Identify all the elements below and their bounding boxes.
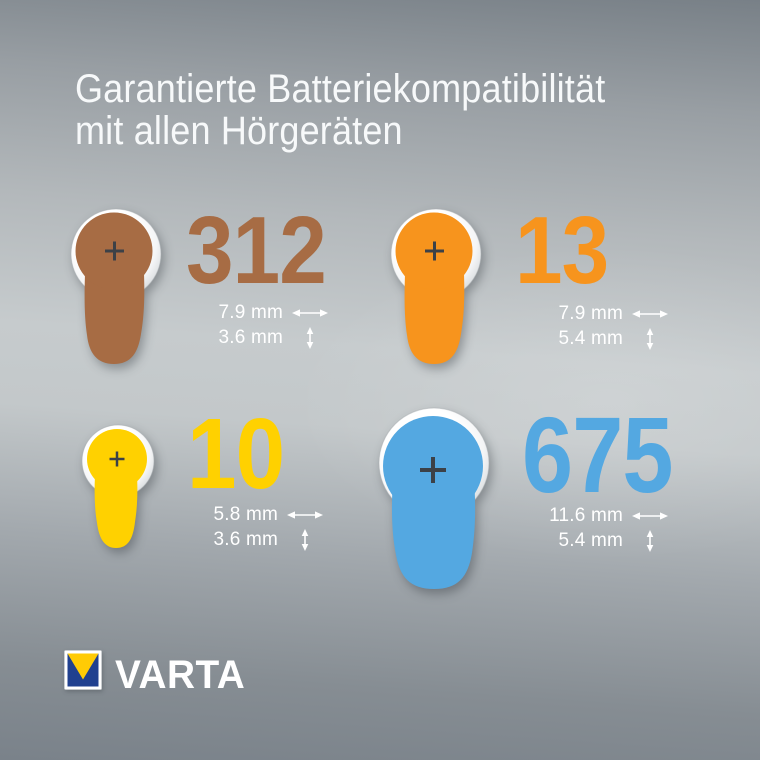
battery-size-label-312: 312 (186, 197, 327, 304)
horizontal-double-arrow-icon (627, 308, 673, 320)
diameter-row: 5.8 mm (185, 502, 328, 527)
horizontal-double-arrow-icon (282, 509, 328, 521)
battery-size-label-10: 10 (187, 398, 285, 510)
diameter-value: 11.6 mm (549, 504, 623, 526)
height-value: 3.6 mm (218, 326, 283, 348)
battery-size-label-675: 675 (522, 394, 673, 515)
battery-312-dimensions: 7.9 mm 3.6 mm (190, 300, 333, 350)
diameter-row: 11.6 mm (530, 503, 673, 528)
page-title-line2: mit allen Hörgeräten (75, 109, 403, 153)
plus-icon (420, 457, 446, 483)
battery-13-dimensions: 7.9 mm 5.4 mm (530, 301, 673, 351)
brand-name: VARTA (115, 653, 246, 697)
horizontal-double-arrow-icon (627, 510, 673, 522)
battery-675-illustration (378, 407, 490, 589)
diameter-value: 7.9 mm (218, 301, 283, 323)
diameter-value: 5.8 mm (213, 503, 278, 525)
height-row: 5.4 mm (530, 528, 673, 553)
vertical-double-arrow-icon (627, 327, 673, 350)
battery-312-illustration (70, 208, 162, 364)
height-value: 5.4 mm (558, 327, 623, 349)
battery-size-label-13: 13 (515, 197, 609, 304)
vertical-double-arrow-icon (627, 529, 673, 552)
height-row: 3.6 mm (190, 325, 333, 350)
logo-triangle (67, 653, 99, 680)
battery-10-dimensions: 5.8 mm 3.6 mm (185, 502, 328, 552)
plus-icon (425, 241, 444, 261)
diameter-value: 7.9 mm (558, 302, 623, 324)
varta-logo-mark-icon (64, 650, 102, 690)
height-value: 3.6 mm (213, 528, 278, 550)
page-title: Garantierte Batteriekompatibilität mit a… (75, 68, 605, 152)
vertical-double-arrow-icon (282, 528, 328, 551)
plus-icon (105, 241, 124, 261)
plus-icon (109, 451, 125, 467)
page-title-line1: Garantierte Batteriekompatibilität (75, 67, 606, 111)
height-row: 5.4 mm (530, 326, 673, 351)
battery-13-illustration (390, 208, 482, 364)
battery-675-dimensions: 11.6 mm 5.4 mm (530, 503, 673, 553)
horizontal-double-arrow-icon (287, 307, 333, 319)
diameter-row: 7.9 mm (190, 300, 333, 325)
diameter-row: 7.9 mm (530, 301, 673, 326)
vertical-double-arrow-icon (287, 326, 333, 349)
height-row: 3.6 mm (185, 527, 328, 552)
battery-10-illustration (81, 424, 155, 548)
height-value: 5.4 mm (558, 529, 623, 551)
